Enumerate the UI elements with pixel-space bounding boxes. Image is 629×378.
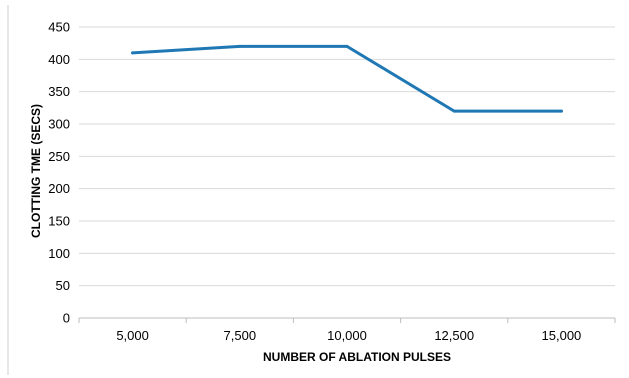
series-line-0 (131, 44, 563, 113)
x-tick-label-4: 15,000 (542, 328, 582, 343)
x-tick-label-3: 12,500 (434, 328, 474, 343)
y-tick-label-7: 350 (48, 84, 70, 99)
y-tick-label-4: 200 (48, 181, 70, 196)
y-tick-label-2: 100 (48, 246, 70, 261)
y-tick-label-1: 50 (56, 278, 70, 293)
data-point-0-2 (345, 44, 349, 48)
series-group (131, 44, 563, 113)
data-point-0-0 (131, 51, 135, 55)
x-axis-title: NUMBER OF ABLATION PULSES (263, 350, 451, 364)
data-point-0-3 (452, 109, 456, 113)
data-point-0-4 (559, 109, 563, 113)
y-tick-label-8: 400 (48, 52, 70, 67)
y-tick-labels: 0 50 100 150 200 250 300 350 400 450 (48, 20, 70, 326)
x-tick-labels: 5,000 7,500 10,000 12,500 15,000 (116, 328, 581, 343)
gridlines (78, 26, 616, 323)
x-tick-label-0: 5,000 (116, 328, 149, 343)
y-tick-label-0: 0 (63, 311, 70, 326)
y-axis-title: CLOTTING TME (SECS) (29, 104, 43, 238)
y-tick-label-3: 150 (48, 214, 70, 229)
data-point-0-1 (238, 44, 242, 48)
y-tick-label-9: 450 (48, 20, 70, 35)
x-tick-label-1: 7,500 (224, 328, 257, 343)
x-tick-label-2: 10,000 (327, 328, 367, 343)
y-tick-label-6: 300 (48, 117, 70, 132)
y-tick-label-5: 250 (48, 149, 70, 164)
